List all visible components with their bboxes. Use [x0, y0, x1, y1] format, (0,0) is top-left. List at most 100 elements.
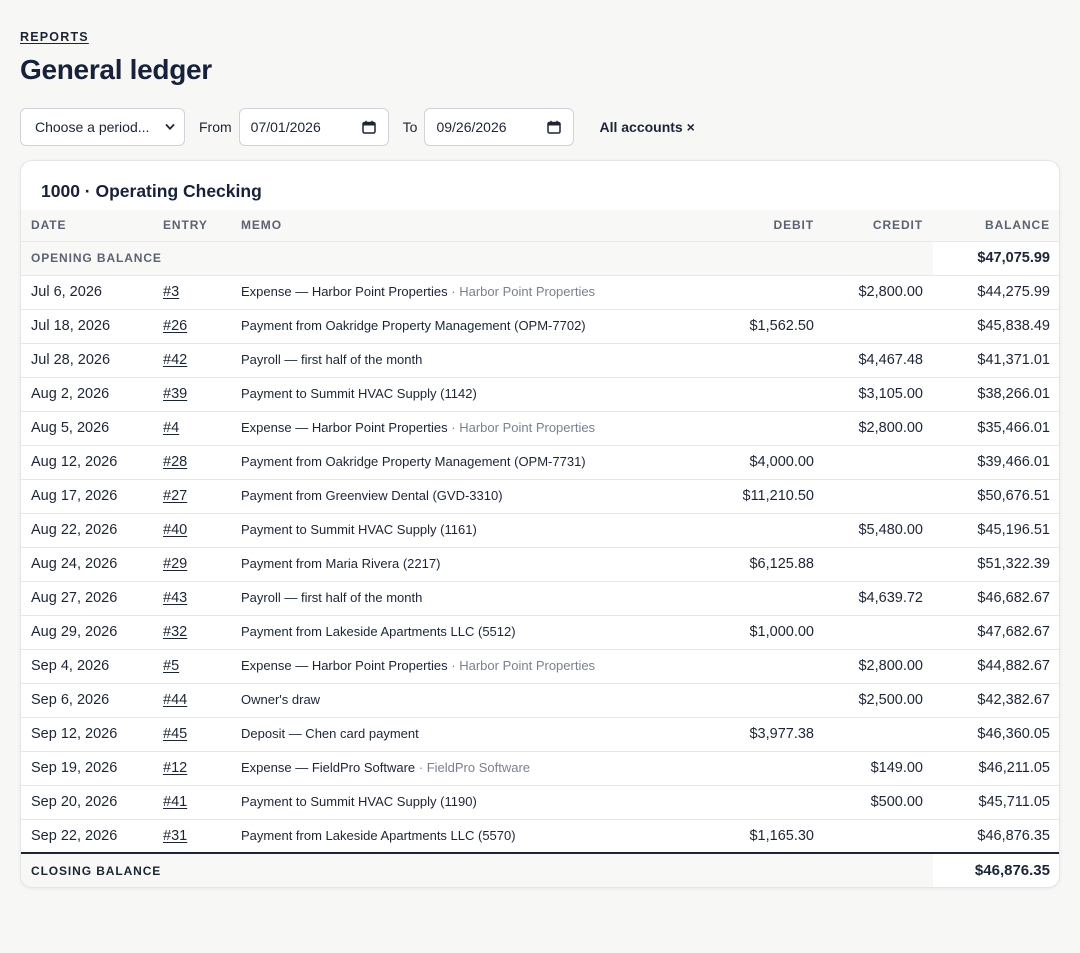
memo-text: Payment from Oakridge Property Managemen…: [241, 317, 586, 333]
row-date: Aug 12, 2026: [21, 445, 153, 480]
ledger-row: Aug 29, 2026 #32 Payment from Lakeside Apa…: [21, 615, 1059, 650]
row-debit: $1,562.50: [701, 309, 824, 344]
row-balance: $39,466.01: [933, 445, 1059, 480]
memo-text: Owner's draw: [241, 691, 321, 707]
from-label: From: [199, 119, 232, 135]
row-balance: $46,682.67: [933, 581, 1059, 616]
entry-link[interactable]: #3: [163, 284, 180, 300]
row-debit: $3,977.38: [701, 717, 824, 752]
ledger-row: Sep 19, 2026 #12 Expense — FieldPro Softwa…: [21, 751, 1059, 786]
entry-link[interactable]: #43: [163, 590, 188, 606]
row-balance: $44,882.67: [933, 649, 1059, 684]
entry-link[interactable]: #45: [163, 726, 188, 742]
entry-link[interactable]: #28: [163, 454, 188, 470]
row-balance: $35,466.01: [933, 411, 1059, 446]
row-debit: $4,000.00: [701, 445, 824, 480]
row-balance: $46,211.05: [933, 751, 1059, 786]
row-balance: $46,876.35: [933, 819, 1059, 854]
entry-link[interactable]: #32: [163, 624, 188, 640]
entry-link[interactable]: #31: [163, 827, 188, 844]
row-memo: Payment from Lakeside Apartments LLC (55…: [231, 819, 701, 854]
row-balance: $41,371.01: [933, 343, 1059, 378]
row-date: Aug 17, 2026: [21, 479, 153, 514]
period-select-value: Choose a period...: [35, 119, 150, 135]
row-debit: [701, 377, 824, 412]
row-memo: Owner's draw: [231, 683, 701, 718]
breadcrumb-reports[interactable]: REPORTS: [20, 30, 89, 44]
row-credit: [824, 479, 933, 514]
row-entry-cell: #32: [153, 615, 231, 650]
ledger-row: Aug 27, 2026 #43 Payroll — first half of t…: [21, 581, 1059, 616]
opening-balance-label: OPENING BALANCE: [21, 241, 933, 276]
row-memo: Payroll — first half of the month: [231, 581, 701, 616]
memo-payee: · FieldPro Software: [418, 759, 531, 775]
row-balance: $51,322.39: [933, 547, 1059, 582]
column-header-entry: ENTRY: [153, 210, 231, 242]
entry-link[interactable]: #41: [163, 794, 188, 810]
to-date-input[interactable]: 09/26/2026: [424, 108, 575, 146]
ledger-row: Jul 18, 2026 #26 Payment from Oakridge Pro…: [21, 309, 1059, 344]
row-memo: Payroll — first half of the month: [231, 343, 701, 378]
row-date: Aug 2, 2026: [21, 377, 153, 412]
row-date: Aug 27, 2026: [21, 581, 153, 616]
memo-text: Expense — Harbor Point Properties: [241, 419, 448, 435]
entry-link[interactable]: #27: [163, 488, 188, 504]
row-debit: [701, 649, 824, 684]
ledger-row: Jul 28, 2026 #42 Payroll — first half of t…: [21, 343, 1059, 378]
opening-balance-value: $47,075.99: [933, 241, 1059, 276]
memo-text: Payroll — first half of the month: [241, 351, 423, 367]
row-memo: Payment from Oakridge Property Managemen…: [231, 445, 701, 480]
memo-text: Expense — Harbor Point Properties: [241, 657, 448, 673]
row-memo: Payment to Summit HVAC Supply (1142): [231, 377, 701, 412]
row-entry-cell: #29: [153, 547, 231, 582]
entry-link[interactable]: #44: [163, 692, 188, 708]
row-debit: [701, 751, 824, 786]
entry-link[interactable]: #12: [163, 760, 188, 776]
column-header-balance: BALANCE: [933, 210, 1059, 242]
page-title: General ledger: [20, 54, 212, 85]
entry-link[interactable]: #4: [163, 420, 180, 436]
row-date: Sep 19, 2026: [21, 751, 153, 786]
row-credit: [824, 819, 933, 854]
row-balance: $45,711.05: [933, 785, 1059, 820]
row-credit: $4,467.48: [824, 343, 933, 378]
entry-link[interactable]: #42: [163, 352, 188, 368]
row-debit: [701, 683, 824, 718]
row-date: Aug 22, 2026: [21, 513, 153, 548]
from-date-value: 07/01/2026: [250, 119, 321, 135]
row-credit: [824, 717, 933, 752]
row-entry-cell: #27: [153, 479, 231, 514]
calendar-icon[interactable]: [361, 120, 376, 134]
column-header-debit: DEBIT: [701, 210, 824, 242]
memo-payee: · Harbor Point Properties: [451, 283, 596, 299]
memo-text: Payment from Maria Rivera (2217): [241, 555, 441, 571]
entry-link[interactable]: #29: [163, 556, 188, 572]
row-balance: $38,266.01: [933, 377, 1059, 412]
closing-balance-label: CLOSING BALANCE: [21, 852, 933, 887]
from-date-input[interactable]: 07/01/2026: [238, 108, 389, 146]
row-memo: Deposit — Chen card payment: [231, 717, 701, 752]
row-credit: $4,639.72: [824, 581, 933, 616]
all-accounts-chip[interactable]: All accounts ×: [599, 119, 695, 135]
row-date: Sep 20, 2026: [21, 785, 153, 820]
entry-link[interactable]: #5: [163, 658, 180, 674]
row-date: Sep 6, 2026: [21, 683, 153, 718]
memo-payee: · Harbor Point Properties: [451, 657, 596, 673]
row-credit: $2,500.00: [824, 683, 933, 718]
row-credit: $3,105.00: [824, 377, 933, 412]
entry-link[interactable]: #40: [163, 522, 188, 538]
row-credit: $2,800.00: [824, 275, 933, 310]
calendar-icon[interactable]: [547, 120, 562, 134]
memo-text: Expense — Harbor Point Properties: [241, 283, 448, 299]
chevron-down-icon: [165, 124, 175, 130]
ledger-row: Aug 17, 2026 #27 Payment from Greenview De…: [21, 479, 1059, 514]
row-memo: Payment from Maria Rivera (2217): [231, 547, 701, 582]
row-debit: $11,210.50: [701, 479, 824, 514]
entry-link[interactable]: #26: [163, 318, 188, 334]
period-select[interactable]: Choose a period...: [20, 108, 185, 146]
row-debit: $6,125.88: [701, 547, 824, 582]
memo-text: Payment to Summit HVAC Supply (1190): [241, 793, 477, 809]
entry-link[interactable]: #39: [163, 386, 188, 402]
ledger-header-row: DATE ENTRY MEMO DEBIT CREDIT BALANCE: [21, 210, 1059, 242]
row-entry-cell: #12: [153, 751, 231, 786]
